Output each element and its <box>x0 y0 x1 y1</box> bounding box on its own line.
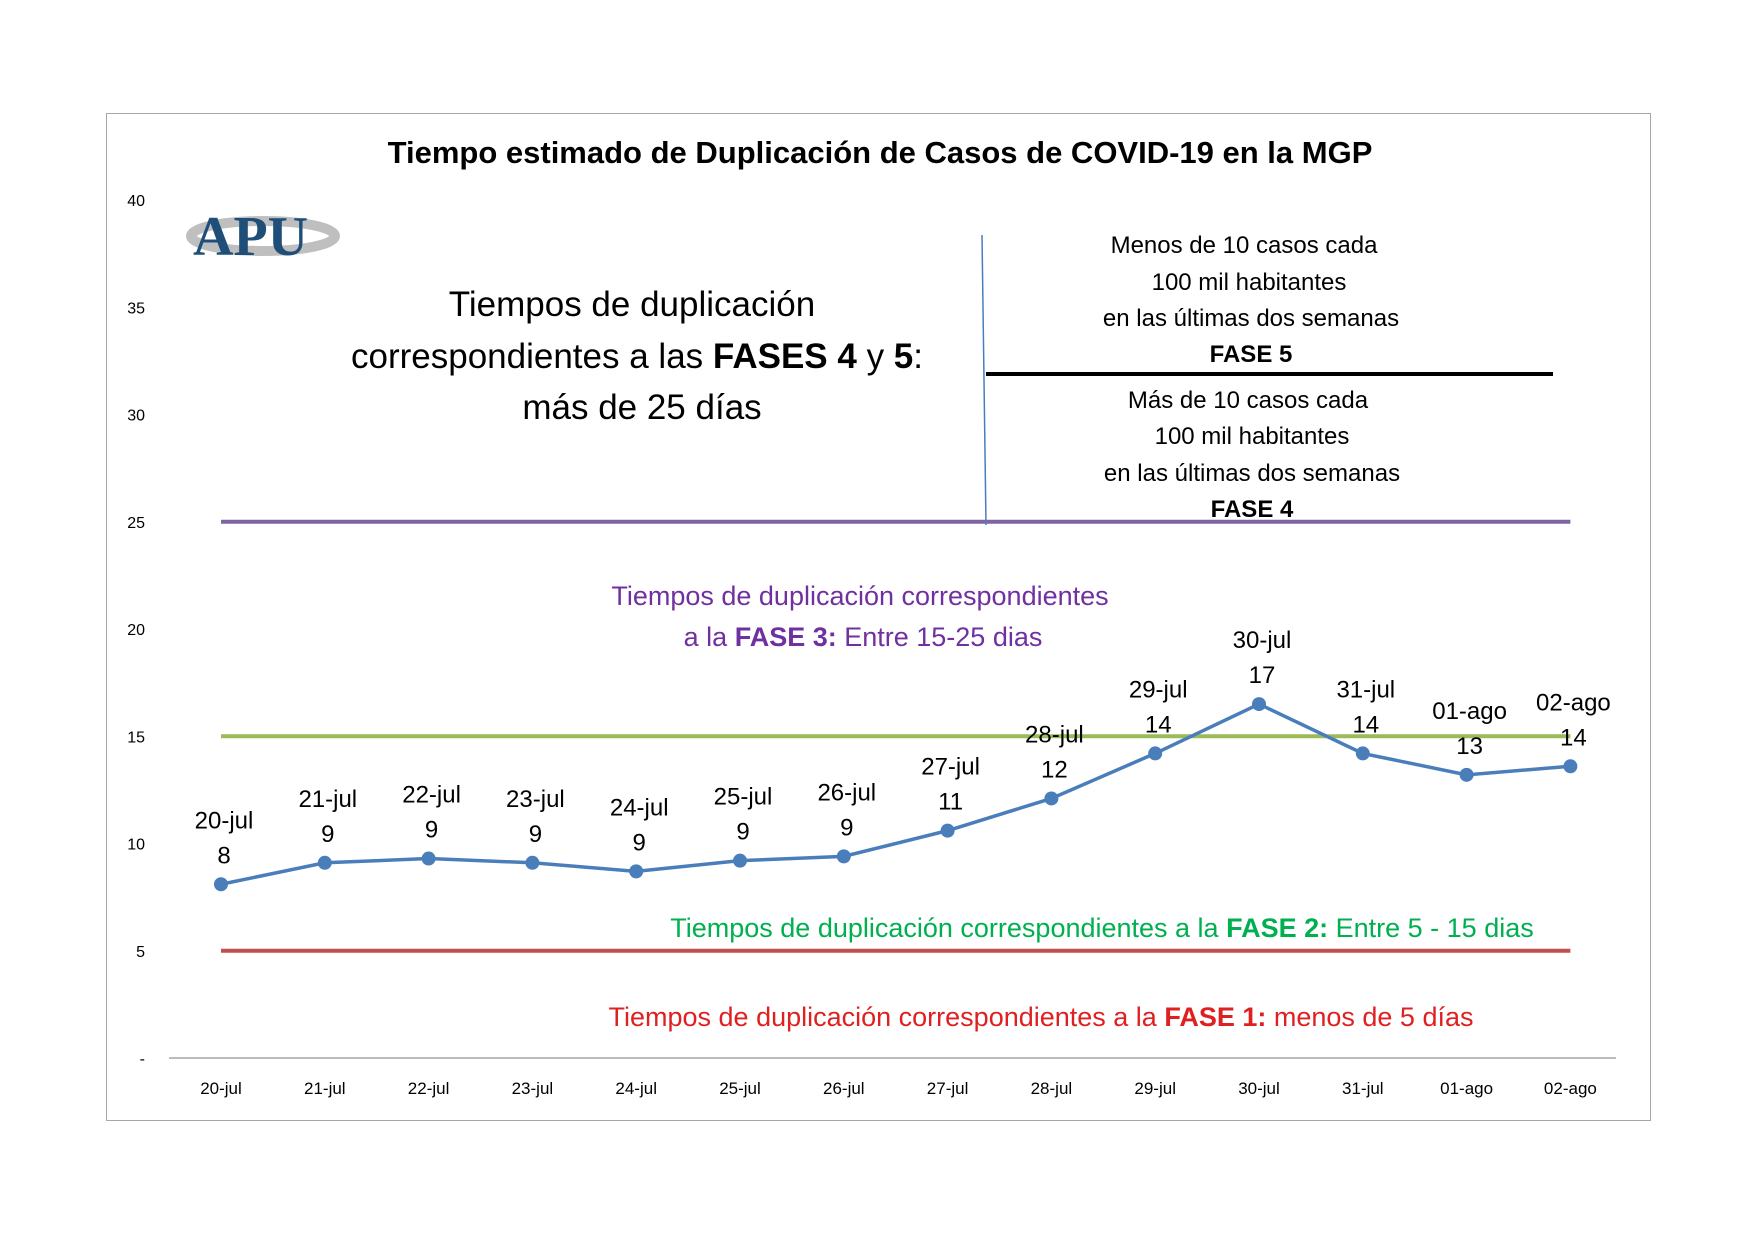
data-label-value: 14 <box>1145 711 1172 738</box>
data-label-category: 28-jul <box>1025 721 1084 748</box>
data-label-value: 14 <box>1352 711 1379 738</box>
data-label-category: 30-jul <box>1233 627 1292 654</box>
data-point <box>421 851 436 866</box>
fase45-line2: correspondientes a las FASES 4 y 5: <box>351 337 923 376</box>
y-tick-label: 20 <box>127 622 145 639</box>
x-tick-label: 21-jul <box>304 1079 346 1098</box>
x-tick-label: 31-jul <box>1342 1079 1384 1098</box>
x-tick-label: 29-jul <box>1134 1079 1176 1098</box>
data-label-value: 8 <box>217 842 230 869</box>
x-tick-label: 24-jul <box>615 1079 657 1098</box>
fase3-annotation: Tiempos de duplicación correspondientes … <box>611 581 1108 652</box>
x-tick-label: 22-jul <box>408 1079 450 1098</box>
x-tick-label: 27-jul <box>927 1079 969 1098</box>
fase3-line2: a la FASE 3: Entre 15-25 dias <box>684 622 1043 652</box>
data-point <box>1563 759 1578 774</box>
fase5-annotation: Menos de 10 casos cada 100 mil habitante… <box>1103 232 1399 368</box>
fase5-line3: en las últimas dos semanas <box>1103 305 1399 332</box>
x-tick-label: 20-jul <box>200 1079 242 1098</box>
data-label-value: 9 <box>633 829 646 856</box>
data-label-category: 21-jul <box>298 786 357 813</box>
data-label-value: 9 <box>736 819 749 846</box>
data-label-category: 24-jul <box>610 794 669 821</box>
fase4-line2: 100 mil habitantes <box>1155 423 1350 450</box>
data-point <box>317 855 332 870</box>
data-label-value: 14 <box>1560 724 1587 751</box>
data-label-value: 11 <box>938 789 963 816</box>
data-label-category: 20-jul <box>195 807 254 834</box>
data-label-value: 9 <box>425 817 438 844</box>
data-label-category: 01-ago <box>1432 698 1507 725</box>
fase2-annotation: Tiempos de duplicación correspondientes … <box>670 913 1533 943</box>
fase4-line3: en las últimas dos semanas <box>1104 460 1400 487</box>
x-tick-label: 23-jul <box>512 1079 554 1098</box>
data-label-category: 27-jul <box>921 754 980 781</box>
y-tick-label: 10 <box>127 837 145 854</box>
data-label-value: 9 <box>321 821 334 848</box>
apu-logo: APU <box>186 206 340 268</box>
fase45-line3: más de 25 días <box>522 388 761 427</box>
y-tick-label: 5 <box>136 944 145 961</box>
axes: - 5 10 15 20 25 30 35 40 20-jul 21-jul 22-jul 23-jul… <box>127 193 1616 1098</box>
data-label-category: 02-ago <box>1536 689 1611 716</box>
data-label-category: 26-jul <box>817 779 876 806</box>
data-point <box>629 864 644 879</box>
data-label-category: 23-jul <box>506 786 565 813</box>
data-label-category: 25-jul <box>714 784 773 811</box>
data-label-value: 13 <box>1456 733 1483 760</box>
chart-frame <box>106 113 1651 1121</box>
data-label-category: 22-jul <box>402 782 461 809</box>
data-label-value: 12 <box>1041 756 1068 783</box>
data-point <box>1148 746 1163 761</box>
fase5-line1: Menos de 10 casos cada <box>1111 232 1378 259</box>
y-tick-label: 30 <box>127 408 145 425</box>
y-tick-label: 15 <box>127 729 145 746</box>
data-point <box>1044 791 1059 806</box>
data-point <box>214 877 228 892</box>
fase5-line2: 100 mil habitantes <box>1152 269 1347 296</box>
fase45-annotation: Tiempos de duplicación correspondientes … <box>351 285 923 427</box>
y-tick-label: 40 <box>127 193 145 210</box>
data-label-value: 17 <box>1249 662 1276 689</box>
x-tick-label: 25-jul <box>719 1079 761 1098</box>
chart-title: Tiempo estimado de Duplicación de Casos … <box>388 135 1373 170</box>
data-point <box>525 855 540 870</box>
x-tick-label: 30-jul <box>1238 1079 1280 1098</box>
y-tick-label: 25 <box>127 515 145 532</box>
data-label-value: 9 <box>840 814 853 841</box>
x-tick-label: 28-jul <box>1031 1079 1073 1098</box>
fase-divider-vertical <box>981 234 987 526</box>
y-tick-label: - <box>140 1051 145 1068</box>
data-labels: 20-jul 8 21-jul 9 22-jul 9 23-jul 9 24-jul 9 25-ju… <box>195 627 1611 869</box>
x-tick-label: 01-ago <box>1440 1079 1493 1098</box>
fase4-label: FASE 4 <box>1211 496 1294 523</box>
series-layer <box>214 697 1578 892</box>
x-tick-label: 26-jul <box>823 1079 865 1098</box>
fase1-annotation: Tiempos de duplicación correspondientes … <box>609 1002 1474 1032</box>
fase5-label: FASE 5 <box>1210 341 1293 368</box>
data-label-value: 9 <box>529 821 542 848</box>
fase3-line1: Tiempos de duplicación correspondientes <box>611 581 1108 611</box>
fase4-annotation: Más de 10 casos cada 100 mil habitantes … <box>1104 387 1400 523</box>
data-point <box>1355 746 1370 761</box>
data-label-category: 31-jul <box>1336 676 1395 703</box>
fase4-line1: Más de 10 casos cada <box>1128 387 1369 414</box>
data-label-category: 29-jul <box>1129 676 1188 703</box>
series-line <box>220 702 1571 886</box>
logo-text: APU <box>193 206 308 268</box>
data-point <box>940 823 955 838</box>
data-point <box>836 849 851 864</box>
fase45-line1: Tiempos de duplicación <box>449 285 815 324</box>
data-point <box>1459 767 1474 782</box>
threshold-lines <box>221 519 1571 953</box>
data-point <box>1252 697 1266 712</box>
data-point <box>733 853 747 868</box>
y-tick-label: 35 <box>127 300 145 317</box>
x-tick-label: 02-ago <box>1544 1079 1597 1098</box>
